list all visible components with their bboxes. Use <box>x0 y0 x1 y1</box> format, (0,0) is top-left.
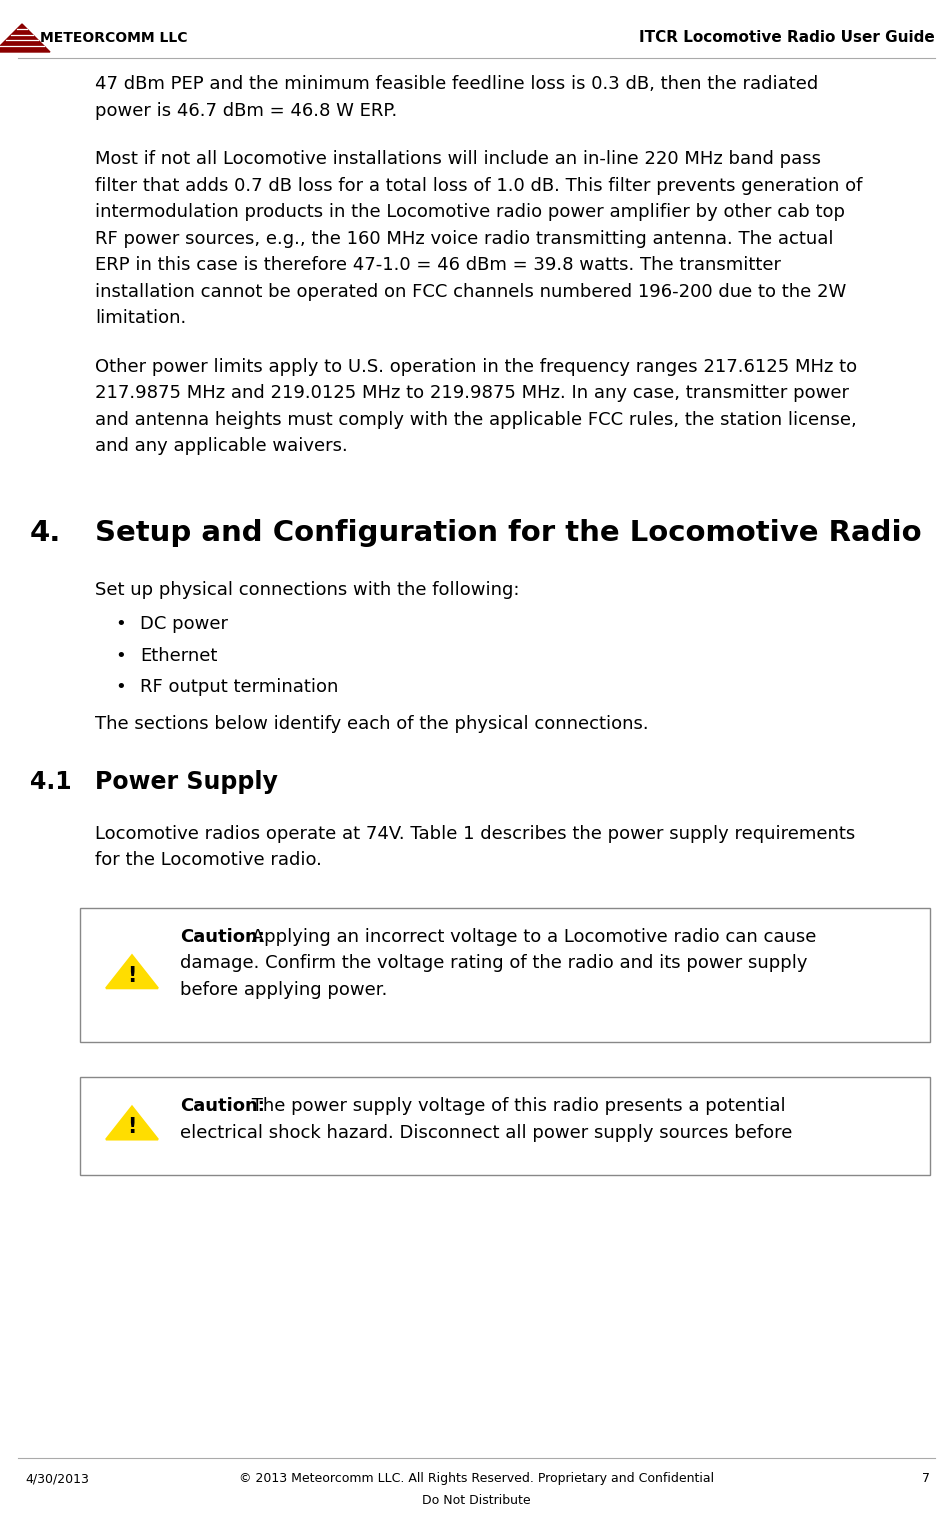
Text: Caution:: Caution: <box>180 927 265 946</box>
Text: 4.: 4. <box>30 519 61 546</box>
Text: limitation.: limitation. <box>95 309 186 327</box>
Text: 4/30/2013: 4/30/2013 <box>25 1472 89 1486</box>
Text: for the Locomotive radio.: for the Locomotive radio. <box>95 851 322 869</box>
Text: Other power limits apply to U.S. operation in the frequency ranges 217.6125 MHz : Other power limits apply to U.S. operati… <box>95 358 856 375</box>
Text: intermodulation products in the Locomotive radio power amplifier by other cab to: intermodulation products in the Locomoti… <box>95 203 844 220</box>
Text: and antenna heights must comply with the applicable FCC rules, the station licen: and antenna heights must comply with the… <box>95 410 856 428</box>
Text: •: • <box>115 615 126 633</box>
FancyBboxPatch shape <box>80 907 929 1042</box>
Text: installation cannot be operated on FCC channels numbered 196-200 due to the 2W: installation cannot be operated on FCC c… <box>95 283 845 300</box>
Text: filter that adds 0.7 dB loss for a total loss of 1.0 dB. This filter prevents ge: filter that adds 0.7 dB loss for a total… <box>95 176 862 194</box>
Text: Ethernet: Ethernet <box>140 647 217 664</box>
Text: RF output termination: RF output termination <box>140 678 338 696</box>
Text: The power supply voltage of this radio presents a potential: The power supply voltage of this radio p… <box>246 1097 784 1115</box>
Text: Applying an incorrect voltage to a Locomotive radio can cause: Applying an incorrect voltage to a Locom… <box>246 927 815 946</box>
Text: damage. Confirm the voltage rating of the radio and its power supply: damage. Confirm the voltage rating of th… <box>180 955 806 972</box>
FancyBboxPatch shape <box>80 1077 929 1175</box>
Text: !: ! <box>128 965 136 985</box>
Text: Most if not all Locomotive installations will include an in-line 220 MHz band pa: Most if not all Locomotive installations… <box>95 150 820 168</box>
Text: power is 46.7 dBm = 46.8 W ERP.: power is 46.7 dBm = 46.8 W ERP. <box>95 101 397 119</box>
Text: electrical shock hazard. Disconnect all power supply sources before: electrical shock hazard. Disconnect all … <box>180 1123 791 1141</box>
Polygon shape <box>0 24 50 52</box>
Text: before applying power.: before applying power. <box>180 981 387 999</box>
Text: and any applicable waivers.: and any applicable waivers. <box>95 438 347 454</box>
Text: Do Not Distribute: Do Not Distribute <box>422 1493 530 1507</box>
Text: ERP in this case is therefore 47-1.0 = 46 dBm = 39.8 watts. The transmitter: ERP in this case is therefore 47-1.0 = 4… <box>95 256 781 274</box>
Text: •: • <box>115 647 126 664</box>
Text: Power Supply: Power Supply <box>95 770 278 794</box>
Text: © 2013 Meteorcomm LLC. All Rights Reserved. Proprietary and Confidential: © 2013 Meteorcomm LLC. All Rights Reserv… <box>239 1472 713 1486</box>
Text: 4.1: 4.1 <box>30 770 71 794</box>
Text: 7: 7 <box>921 1472 929 1486</box>
Text: !: ! <box>128 1117 136 1137</box>
Text: ITCR Locomotive Radio User Guide: ITCR Locomotive Radio User Guide <box>639 31 934 46</box>
Polygon shape <box>106 1106 158 1140</box>
Polygon shape <box>106 955 158 988</box>
Text: Set up physical connections with the following:: Set up physical connections with the fol… <box>95 580 519 598</box>
Text: RF power sources, e.g., the 160 MHz voice radio transmitting antenna. The actual: RF power sources, e.g., the 160 MHz voic… <box>95 230 833 248</box>
Text: METEORCOMM LLC: METEORCOMM LLC <box>40 31 188 44</box>
Text: The sections below identify each of the physical connections.: The sections below identify each of the … <box>95 715 648 733</box>
Text: •: • <box>115 678 126 696</box>
Text: Caution:: Caution: <box>180 1097 265 1115</box>
Text: 217.9875 MHz and 219.0125 MHz to 219.9875 MHz. In any case, transmitter power: 217.9875 MHz and 219.0125 MHz to 219.987… <box>95 384 848 402</box>
Text: 47 dBm PEP and the minimum feasible feedline loss is 0.3 dB, then the radiated: 47 dBm PEP and the minimum feasible feed… <box>95 75 818 93</box>
Text: DC power: DC power <box>140 615 228 633</box>
Text: Locomotive radios operate at 74V. Table 1 describes the power supply requirement: Locomotive radios operate at 74V. Table … <box>95 825 854 843</box>
Text: Setup and Configuration for the Locomotive Radio: Setup and Configuration for the Locomoti… <box>95 519 921 546</box>
